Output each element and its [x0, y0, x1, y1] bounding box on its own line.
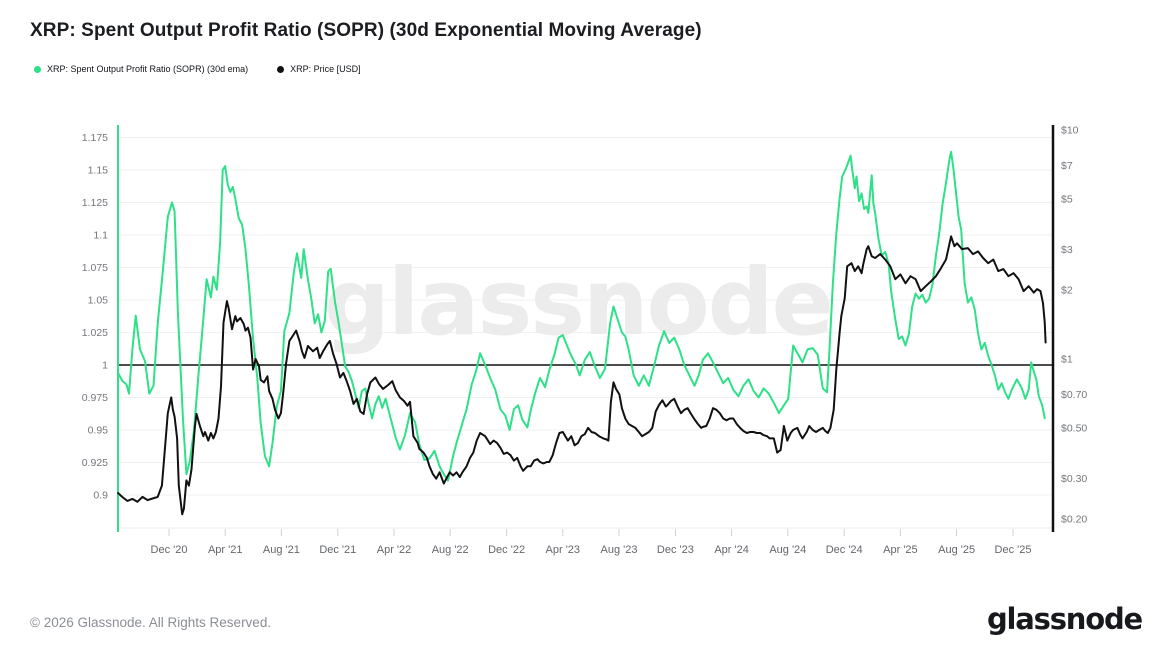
- left-axis: 1.175 1.15 1.125 1.1 1.075 1.05 1.025 1 0.975 0.9…: [82, 125, 119, 532]
- left-tick-label: 1.075: [82, 262, 108, 274]
- left-tick-label: 1.05: [88, 295, 109, 307]
- x-tick-label: Aug '21: [263, 544, 300, 556]
- right-tick-label: $0.30: [1061, 473, 1087, 485]
- right-tick-label: $1: [1061, 354, 1073, 366]
- x-tick-label: Apr '24: [714, 544, 749, 556]
- x-tick-label: Aug '24: [769, 544, 806, 556]
- left-tick-label: 1.125: [82, 197, 108, 209]
- left-tick-label: 0.95: [88, 425, 109, 437]
- x-tick-label: Dec '22: [488, 544, 525, 556]
- price-legend-label: XRP: Price [USD]: [290, 64, 361, 74]
- right-tick-label: $2: [1061, 285, 1073, 297]
- right-tick-label: $5: [1061, 193, 1073, 205]
- x-tick-label: Apr '25: [883, 544, 918, 556]
- right-tick-label: $10: [1061, 125, 1079, 137]
- x-tick-label: Aug '22: [432, 544, 469, 556]
- left-tick-label: 1.1: [93, 230, 108, 242]
- copyright-text: © 2026 Glassnode. All Rights Reserved.: [30, 615, 272, 630]
- legend-item-price[interactable]: XRP: Price [USD]: [277, 64, 361, 74]
- left-tick-label: 1.15: [88, 165, 109, 177]
- left-tick-label: 1: [102, 360, 108, 372]
- x-tick-label: Dec '21: [319, 544, 356, 556]
- x-tick-label: Dec '23: [657, 544, 694, 556]
- left-tick-label: 0.9: [93, 490, 108, 502]
- legend: XRP: Spent Output Profit Ratio (SOPR) (3…: [34, 64, 361, 74]
- x-axis: Dec '20 Apr '21 Aug '21 Dec '21 Apr '22 Aug '…: [151, 529, 1032, 556]
- left-tick-label: 1.025: [82, 327, 108, 339]
- x-tick-label: Aug '23: [601, 544, 638, 556]
- x-tick-label: Dec '20: [151, 544, 188, 556]
- right-tick-label: $0.20: [1061, 514, 1087, 526]
- glassnode-watermark: glassnode: [324, 249, 832, 356]
- right-tick-label: $0.70: [1061, 389, 1087, 401]
- right-tick-label: $3: [1061, 244, 1073, 256]
- sopr-line: [117, 150, 1046, 482]
- glassnode-logo: glassnode: [987, 602, 1143, 636]
- right-axis: $10 $7 $5 $3 $2 $1 $0.70 $0.50 $0.30 $0.20: [1051, 125, 1087, 532]
- x-tick-label: Apr '22: [377, 544, 412, 556]
- price-series-marker-icon: [277, 65, 285, 73]
- left-tick-label: 1.175: [82, 132, 108, 144]
- x-tick-label: Dec '24: [826, 544, 863, 556]
- sopr-legend-label: XRP: Spent Output Profit Ratio (SOPR) (3…: [47, 64, 249, 74]
- left-tick-label: 0.925: [82, 457, 108, 469]
- x-tick-label: Apr '23: [546, 544, 581, 556]
- sopr-series-marker-icon: [34, 65, 41, 73]
- right-tick-label: $7: [1061, 160, 1073, 172]
- left-tick-label: 0.975: [82, 392, 108, 404]
- price-line: [117, 235, 1047, 516]
- legend-item-sopr[interactable]: XRP: Spent Output Profit Ratio (SOPR) (3…: [34, 64, 248, 74]
- x-tick-label: Dec '25: [995, 544, 1032, 556]
- x-tick-label: Apr '21: [208, 544, 243, 556]
- right-tick-label: $0.50: [1061, 422, 1087, 434]
- chart-canvas[interactable]: glassnode Dec '20 Apr '21 Aug '21 Dec '21 Ap…: [0, 0, 1170, 575]
- chart-title: XRP: Spent Output Profit Ratio (SOPR) (3…: [30, 20, 702, 41]
- x-tick-label: Aug '25: [938, 544, 975, 556]
